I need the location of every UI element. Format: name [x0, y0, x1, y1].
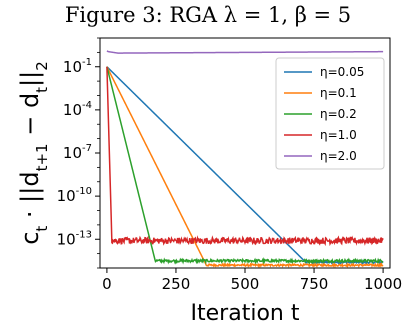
y-tick-label: 10-10 [57, 186, 92, 205]
y-tick-label: 10-7 [63, 143, 92, 162]
y-tick-label: 10-4 [63, 100, 92, 119]
x-tick-label: 1000 [364, 275, 402, 293]
legend-label: η=0.1 [320, 86, 357, 100]
y-label-ct: c [16, 232, 44, 245]
y-tick-label: 10-1 [63, 57, 92, 76]
legend-label: η=1.0 [320, 128, 357, 142]
legend-label: η=0.05 [320, 65, 364, 79]
legend: η=0.05 η=0.1 η=0.2 η=1.0 η=2.0 [275, 57, 385, 170]
x-axis-ticks: 0 250 500 750 1000 [102, 268, 402, 293]
series-line [106, 66, 384, 265]
series-line [106, 66, 384, 247]
y-axis-ticks: 10-1 10-4 10-7 10-10 10-13 [57, 37, 100, 269]
x-tick-label: 750 [300, 275, 329, 293]
series-line [106, 50, 384, 54]
x-tick-label: 0 [102, 275, 112, 293]
x-axis-label: Iteration t [191, 301, 300, 326]
chart-title: Figure 3: RGA λ = 1, β = 5 [65, 3, 351, 27]
y-axis-label: ct · ||dt+1 − dt||2 [16, 61, 51, 245]
series-layer [106, 50, 384, 268]
legend-label: η=0.2 [320, 107, 357, 121]
x-tick-label: 250 [162, 275, 191, 293]
series-line [106, 66, 384, 268]
y-tick-label: 10-13 [57, 229, 92, 248]
legend-label: η=2.0 [320, 149, 357, 163]
legend-box [275, 57, 385, 170]
x-tick-label: 500 [231, 275, 260, 293]
